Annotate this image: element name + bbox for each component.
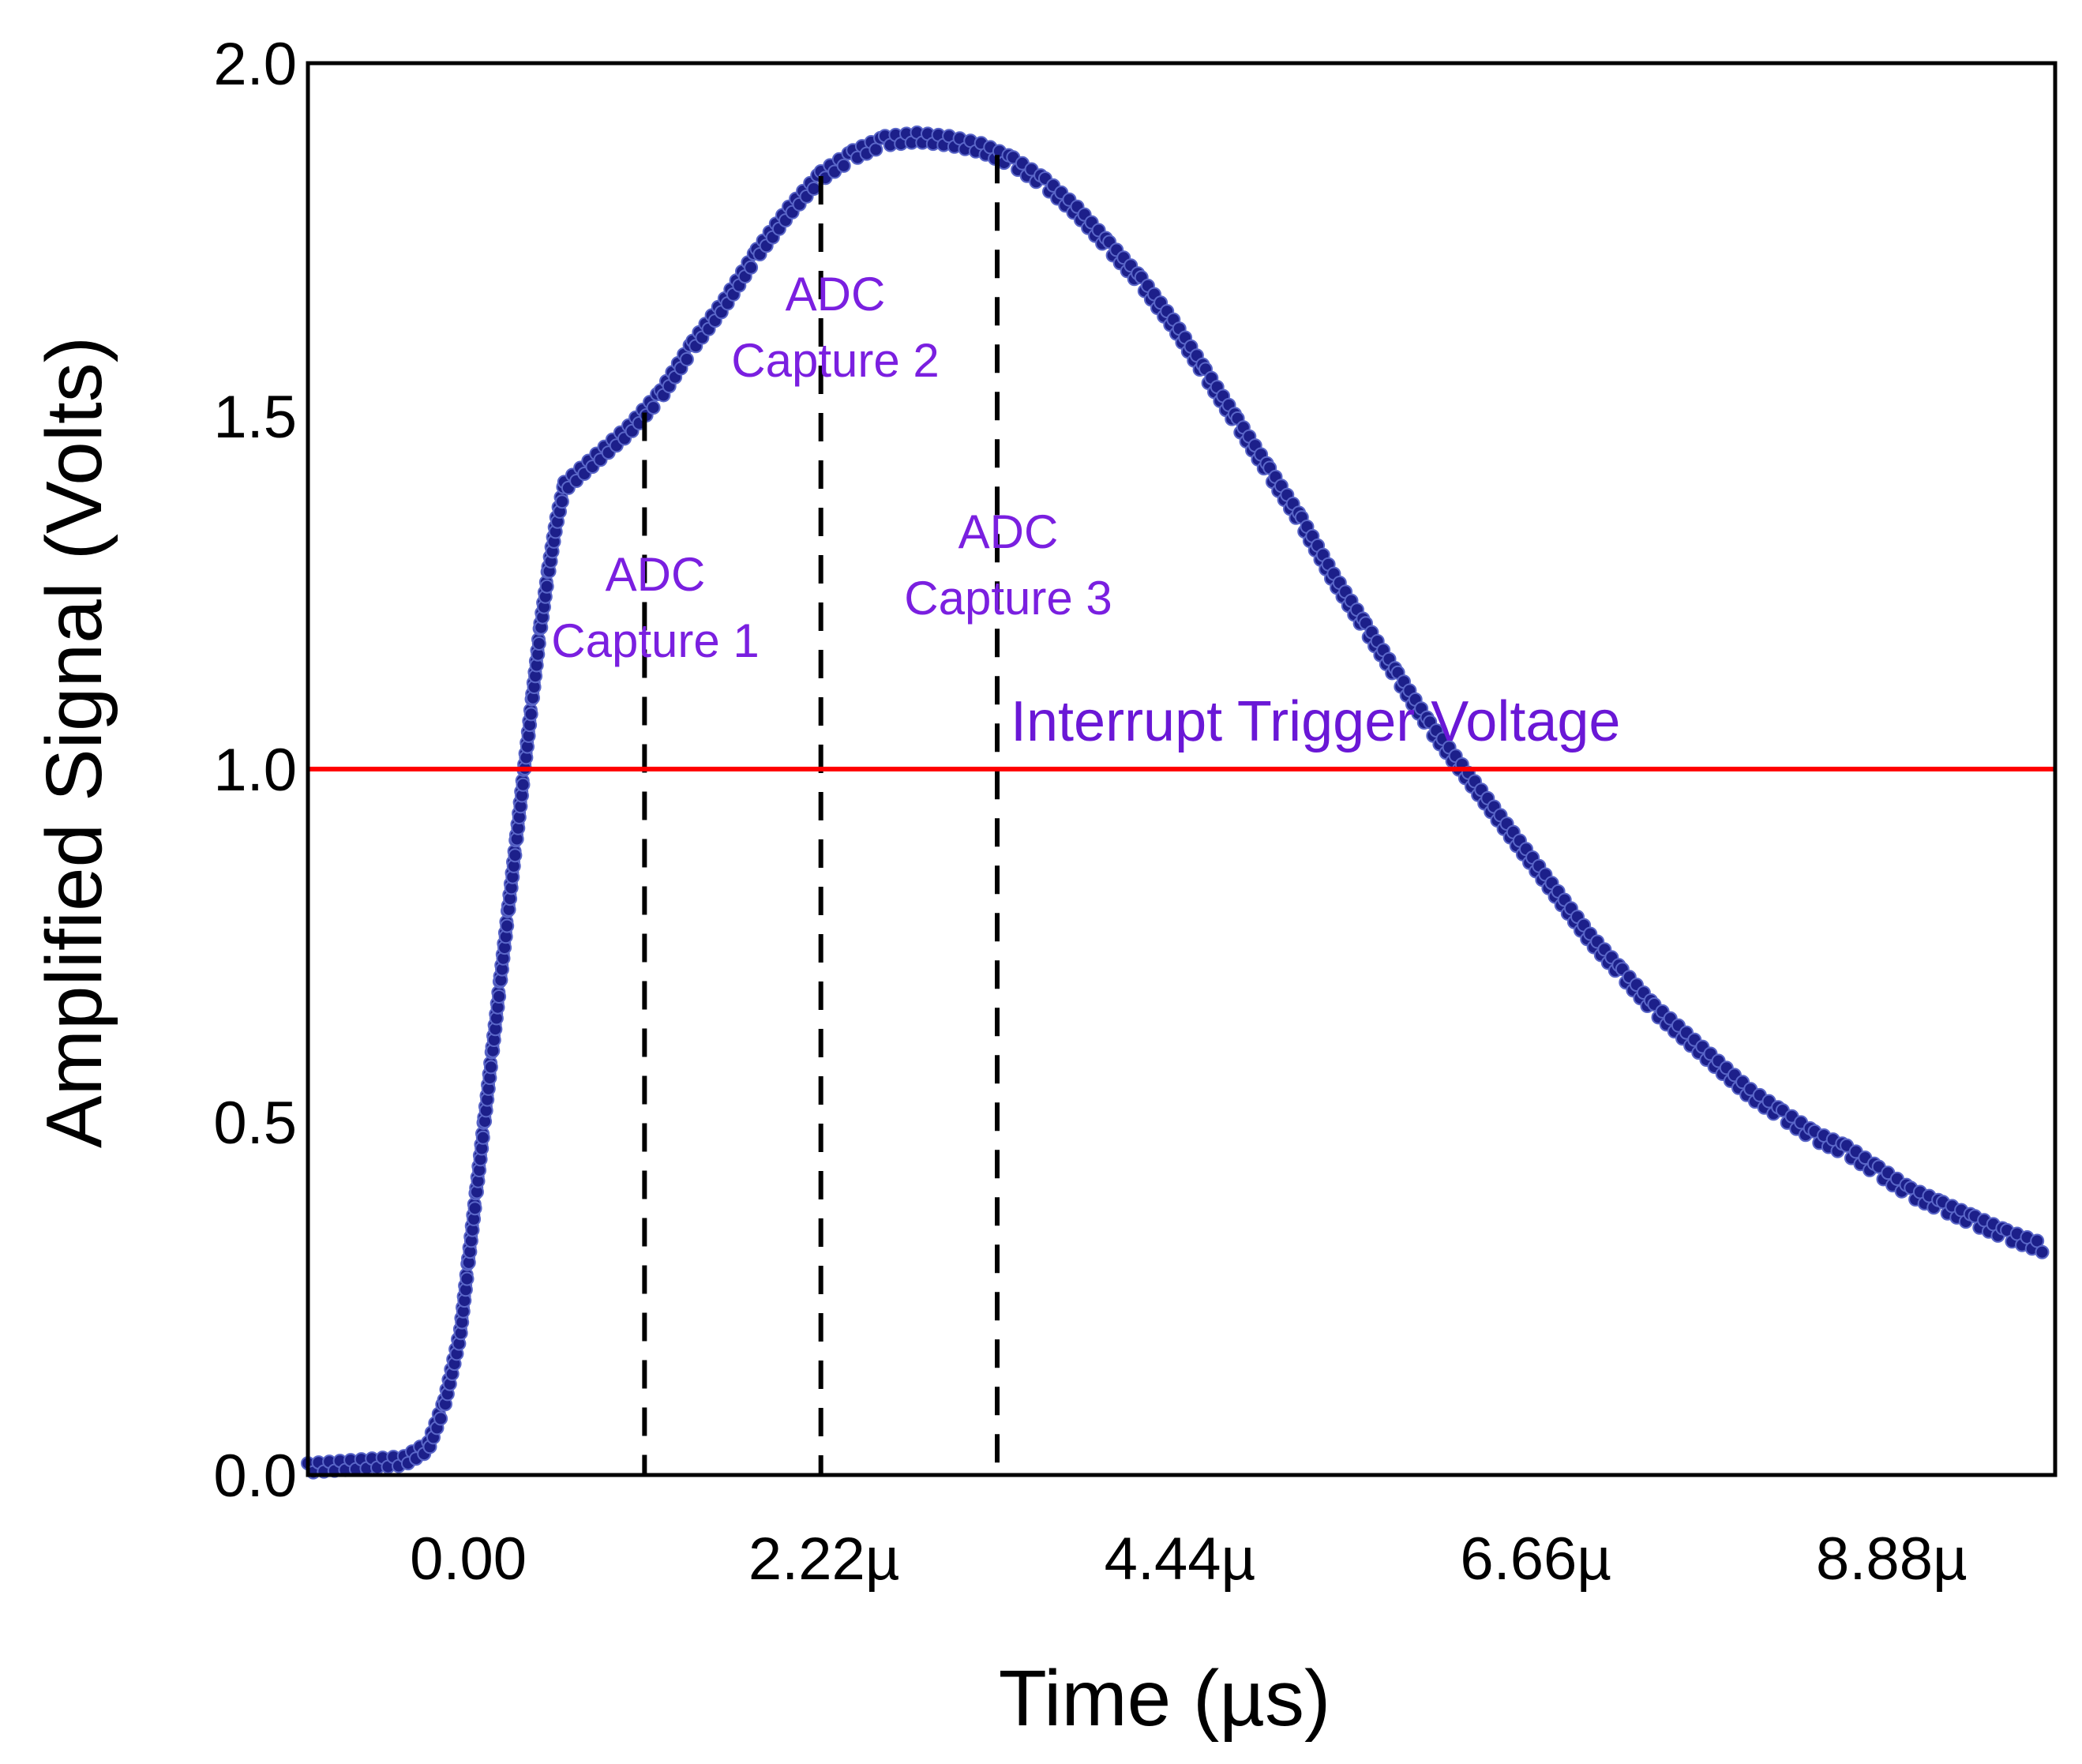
data-point bbox=[500, 918, 515, 933]
x-tick-label: 6.66µ bbox=[1460, 1526, 1611, 1593]
data-point bbox=[483, 1060, 498, 1075]
data-point bbox=[554, 494, 569, 509]
x-axis-title: Time (µs) bbox=[999, 1654, 1331, 1743]
adc-capture-2-label-line1: ADC bbox=[786, 268, 886, 321]
signal-trace bbox=[301, 125, 2050, 1480]
data-point bbox=[523, 707, 538, 722]
data-point bbox=[467, 1201, 482, 1216]
y-tick-label: 1.0 bbox=[213, 737, 297, 804]
x-tick-label: 4.44µ bbox=[1105, 1526, 1256, 1593]
adc-capture-3-label-line2: Capture 3 bbox=[904, 572, 1112, 625]
data-point bbox=[646, 400, 661, 415]
data-point bbox=[679, 352, 694, 366]
data-point bbox=[516, 777, 531, 792]
x-tick-label: 0.00 bbox=[410, 1526, 527, 1593]
adc-capture-1-label-line1: ADC bbox=[606, 548, 706, 601]
x-axis: 0.00 2.22µ 4.44µ 6.66µ 8.88µ bbox=[410, 1526, 1968, 1593]
data-point bbox=[433, 1411, 448, 1426]
y-tick-label: 2.0 bbox=[213, 31, 297, 98]
data-point bbox=[531, 636, 546, 651]
data-point bbox=[508, 848, 523, 863]
adc-capture-1-label-line2: Capture 1 bbox=[551, 614, 760, 667]
x-tick-label: 8.88µ bbox=[1816, 1526, 1968, 1593]
adc-capture-markers bbox=[642, 155, 1000, 1475]
data-point bbox=[492, 989, 507, 1004]
y-tick-label: 0.5 bbox=[213, 1090, 297, 1157]
data-point bbox=[460, 1271, 475, 1286]
y-axis-title: Amplified Signal (Volts) bbox=[30, 336, 118, 1148]
interrupt-trigger-label: Interrupt Trigger Voltage bbox=[1011, 690, 1620, 753]
y-tick-label: 0.0 bbox=[213, 1443, 297, 1510]
adc-capture-3-label-line1: ADC bbox=[958, 505, 1059, 558]
adc-capture-2-label-line2: Capture 2 bbox=[731, 334, 940, 387]
data-point bbox=[836, 158, 851, 173]
data-point bbox=[806, 182, 821, 196]
data-point bbox=[539, 579, 554, 594]
y-tick-label: 1.5 bbox=[213, 384, 297, 451]
data-point bbox=[2035, 1244, 2050, 1259]
y-axis: 0.0 0.5 1.0 1.5 2.0 bbox=[213, 31, 297, 1510]
x-tick-label: 2.22µ bbox=[748, 1526, 900, 1593]
data-point bbox=[475, 1130, 490, 1145]
data-point bbox=[744, 260, 759, 275]
plot-frame bbox=[306, 61, 2058, 1477]
